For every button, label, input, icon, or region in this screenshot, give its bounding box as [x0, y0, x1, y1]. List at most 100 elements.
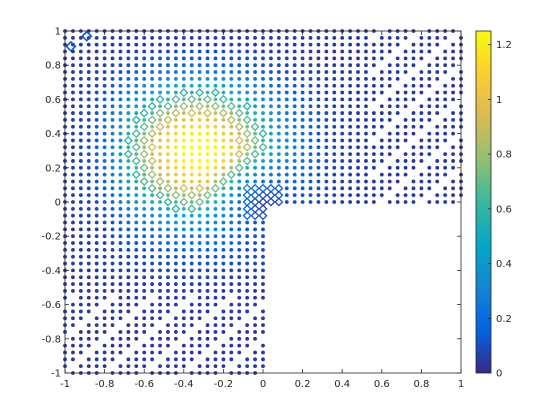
- dot-marker: [229, 350, 234, 355]
- diamond-marker: [123, 149, 133, 159]
- diamond-marker: [81, 30, 93, 42]
- colorbar-ticks: 00.20.40.60.811.2: [488, 40, 512, 380]
- dot-marker: [213, 138, 218, 143]
- dot-marker: [166, 227, 170, 232]
- dot-marker: [427, 186, 432, 191]
- dot-marker: [110, 350, 115, 355]
- dot-marker: [292, 193, 297, 198]
- dot-marker: [332, 42, 337, 47]
- dot-marker: [86, 63, 91, 68]
- dot-marker: [348, 49, 353, 54]
- dot-marker: [221, 350, 226, 355]
- dot-marker: [308, 42, 313, 47]
- dot-marker: [261, 309, 265, 314]
- dot-marker: [102, 138, 107, 143]
- dot-marker: [245, 138, 250, 143]
- dot-marker: [134, 186, 139, 191]
- dot-marker: [142, 295, 147, 300]
- dot-marker: [71, 323, 75, 328]
- diamond-marker: [155, 94, 165, 104]
- dot-marker: [237, 234, 242, 239]
- dot-marker: [118, 302, 123, 307]
- dot-marker: [118, 241, 123, 245]
- dot-marker: [245, 268, 250, 273]
- dot-marker: [308, 111, 313, 115]
- x-tick-label: 0.6: [374, 379, 390, 390]
- dot-marker: [403, 200, 408, 204]
- dot-marker: [364, 97, 368, 102]
- dot-marker: [189, 118, 194, 122]
- dot-marker: [261, 63, 265, 68]
- dot-marker: [189, 220, 194, 225]
- dot-marker: [134, 35, 139, 40]
- dot-marker: [213, 247, 218, 252]
- dot-marker: [118, 206, 123, 211]
- dot-marker: [435, 97, 440, 102]
- dot-marker: [245, 241, 250, 245]
- dot-marker: [197, 309, 202, 314]
- dot-marker: [371, 145, 376, 150]
- x-tick-label: 0.4: [334, 379, 350, 390]
- diamond-marker: [250, 149, 260, 159]
- dot-marker: [102, 179, 107, 184]
- diamond-marker: [250, 122, 260, 132]
- dot-marker: [348, 124, 353, 129]
- dot-marker: [134, 364, 139, 369]
- dot-marker: [332, 131, 337, 136]
- diamond-marker: [155, 190, 165, 200]
- dot-marker: [213, 172, 218, 177]
- dot-marker: [387, 145, 392, 150]
- diamond-marker: [274, 183, 284, 193]
- dot-marker: [356, 76, 360, 81]
- dot-marker: [348, 193, 353, 198]
- dot-marker: [181, 76, 186, 81]
- dot-marker: [221, 186, 226, 191]
- dot-marker: [284, 172, 289, 177]
- dot-marker: [261, 234, 265, 239]
- dot-marker: [324, 172, 329, 177]
- diamond-marker: [226, 101, 236, 111]
- dot-marker: [71, 172, 75, 177]
- x-tick-label: -1: [60, 379, 70, 390]
- dot-marker: [324, 193, 329, 198]
- dot-marker: [229, 131, 234, 136]
- dot-marker: [229, 76, 234, 81]
- dot-marker: [118, 145, 123, 150]
- dot-marker: [253, 234, 257, 239]
- dot-marker: [166, 323, 170, 328]
- dot-marker: [387, 186, 392, 191]
- dot-marker: [443, 104, 448, 109]
- dot-marker: [419, 145, 424, 150]
- dot-marker: [213, 152, 218, 157]
- dot-marker: [166, 83, 170, 88]
- diamond-marker: [258, 197, 268, 207]
- dot-marker: [229, 254, 234, 259]
- dot-marker: [118, 336, 123, 341]
- dot-marker: [86, 118, 91, 122]
- dot-marker: [189, 227, 194, 232]
- dot-marker: [253, 261, 257, 266]
- dot-marker: [150, 282, 155, 286]
- dot-marker: [443, 152, 448, 157]
- dot-marker: [229, 247, 234, 252]
- dot-marker: [253, 282, 257, 286]
- dot-marker: [189, 343, 194, 348]
- dot-marker: [197, 330, 202, 334]
- diamond-marker: [163, 197, 173, 207]
- dot-marker: [150, 275, 155, 280]
- dot-marker: [126, 200, 131, 204]
- dot-marker: [213, 42, 218, 47]
- dot-marker: [126, 343, 131, 348]
- dot-marker: [269, 90, 273, 95]
- dot-marker: [332, 83, 337, 88]
- dot-marker: [181, 138, 186, 143]
- dot-marker: [371, 63, 376, 68]
- dot-marker: [205, 357, 210, 362]
- dot-marker: [142, 56, 147, 61]
- dot-marker: [356, 97, 360, 102]
- dot-marker: [94, 56, 99, 61]
- dot-marker: [189, 200, 194, 204]
- dot-marker: [71, 247, 75, 252]
- dot-marker: [158, 275, 162, 280]
- dot-marker: [276, 118, 281, 122]
